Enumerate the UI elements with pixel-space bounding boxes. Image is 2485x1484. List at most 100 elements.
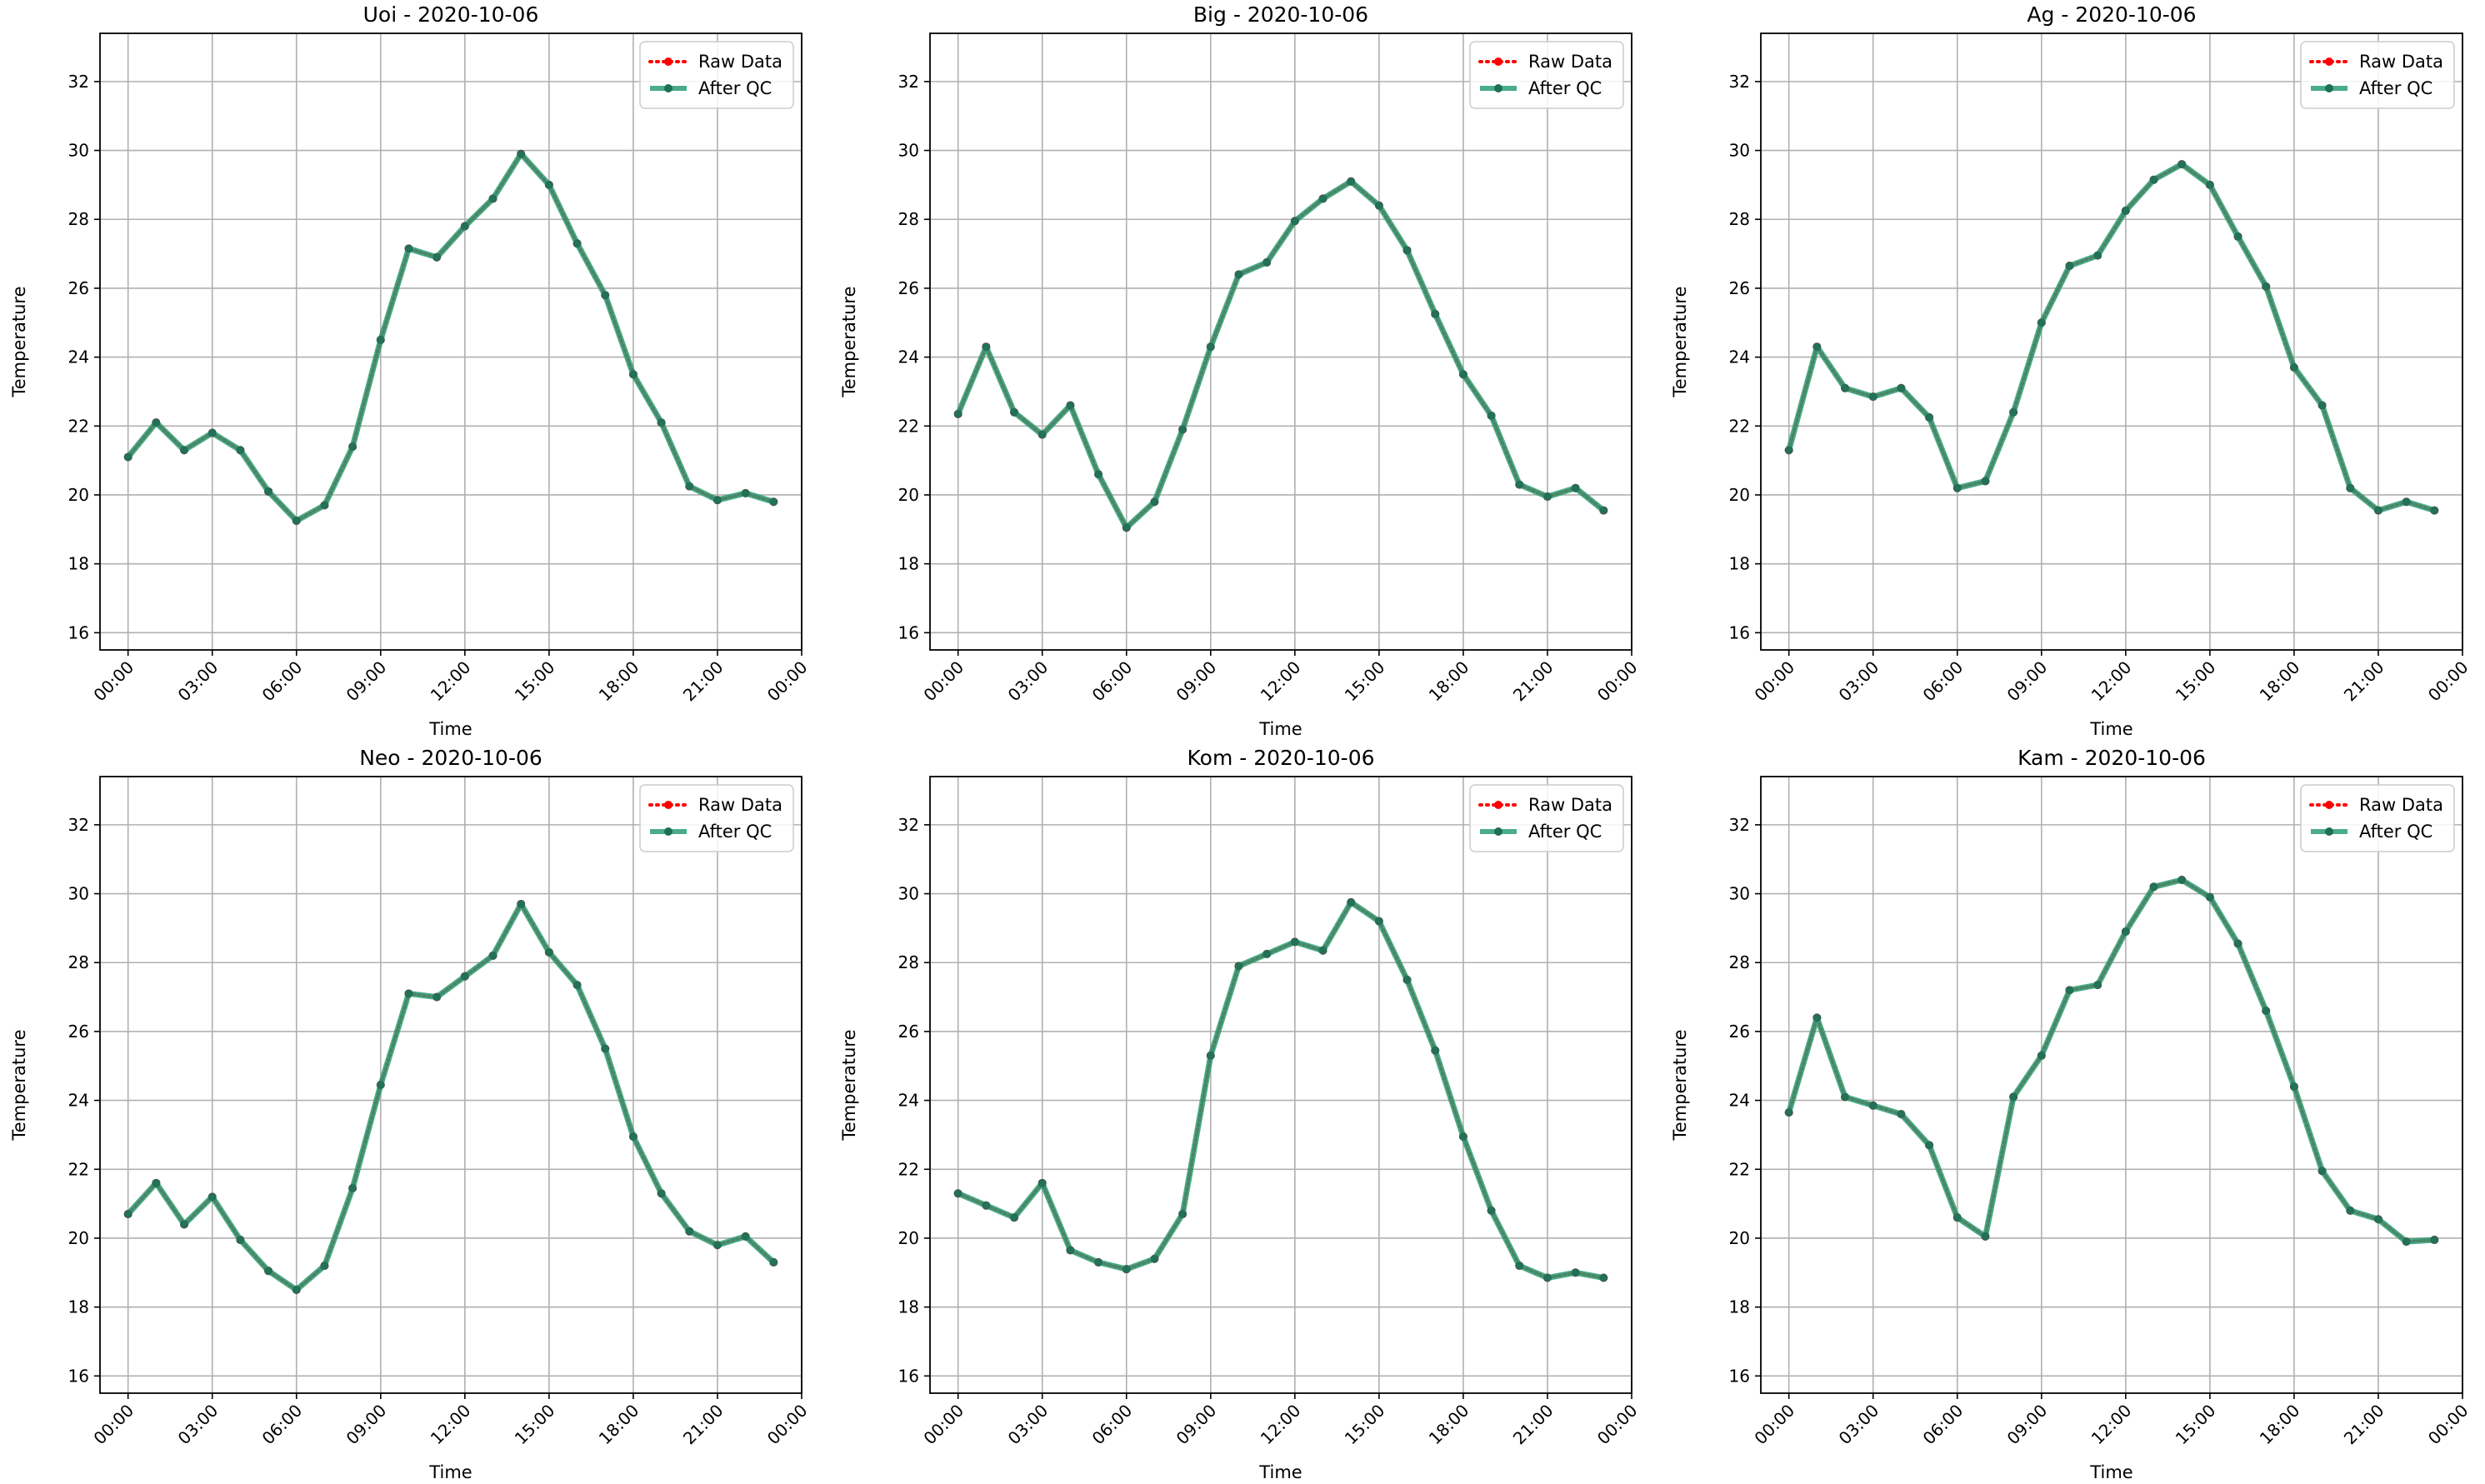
y-tick-label: 20 — [898, 1228, 919, 1248]
data-point-after-qc — [1290, 217, 1299, 226]
data-point-after-qc — [2037, 1051, 2046, 1060]
legend-label-raw-data: Raw Data — [2359, 52, 2443, 72]
legend-marker-raw-data — [664, 801, 672, 809]
data-point-after-qc — [1150, 497, 1159, 507]
legend-box — [639, 41, 794, 109]
y-axis-label: Temperature — [1670, 286, 1690, 397]
y-tick-label: 20 — [68, 485, 89, 505]
series-line-after-qc — [125, 901, 777, 1293]
plot-area — [930, 33, 1632, 650]
data-point-after-qc — [1868, 392, 1878, 402]
data-point-after-qc — [1262, 949, 1272, 958]
plot-frame — [929, 776, 1632, 1394]
data-point-after-qc — [1458, 370, 1468, 379]
data-point-after-qc — [2121, 927, 2130, 937]
y-tick-label: 22 — [68, 416, 89, 436]
data-point-after-qc — [685, 1227, 694, 1236]
data-point-after-qc — [2149, 882, 2158, 892]
data-point-after-qc — [2093, 251, 2102, 260]
data-point-after-qc — [712, 496, 722, 505]
data-point-after-qc — [1458, 1132, 1468, 1142]
legend-marker-raw-data — [1494, 801, 1502, 809]
data-point-after-qc — [1122, 1265, 1131, 1274]
panel-title: Kam - 2020-10-06 — [2018, 746, 2206, 770]
data-point-after-qc — [1784, 446, 1793, 455]
data-point-after-qc — [1542, 492, 1552, 502]
panel-title: Uoi - 2020-10-06 — [363, 2, 539, 27]
data-point-after-qc — [152, 1178, 161, 1187]
y-tick-label: 30 — [898, 141, 919, 161]
y-tick-label: 32 — [68, 815, 89, 835]
data-point-after-qc — [404, 989, 413, 998]
data-point-after-qc — [1178, 1210, 1188, 1219]
y-tick-label: 30 — [1729, 884, 1750, 904]
y-tick-label: 18 — [898, 1297, 919, 1317]
data-point-after-qc — [488, 194, 498, 203]
plot-frame — [99, 776, 802, 1394]
legend-label-after-qc: After QC — [1528, 822, 1602, 842]
y-axis-label: Temperature — [839, 1029, 859, 1141]
data-point-after-qc — [123, 452, 132, 462]
data-point-after-qc — [2149, 175, 2158, 184]
data-point-after-qc — [1094, 470, 1103, 479]
data-point-after-qc — [2346, 483, 2355, 492]
data-point-after-qc — [1431, 309, 1440, 318]
data-point-after-qc — [1234, 270, 1243, 279]
data-point-after-qc — [1347, 177, 1356, 186]
data-point-after-qc — [1897, 1110, 1906, 1119]
y-tick-label: 32 — [898, 72, 919, 92]
data-point-after-qc — [1066, 1246, 1075, 1255]
plot-area — [100, 33, 802, 650]
legend-marker-raw-data — [664, 57, 672, 66]
y-tick-label: 22 — [1729, 416, 1750, 436]
y-tick-label: 28 — [898, 209, 919, 229]
legend-box — [2300, 41, 2455, 109]
plot-area — [100, 777, 802, 1393]
y-tick-label: 28 — [1729, 209, 1750, 229]
y-tick-label: 18 — [68, 554, 89, 574]
legend-marker-after-qc — [664, 84, 672, 92]
data-point-after-qc — [2178, 160, 2187, 169]
data-point-after-qc — [1038, 1178, 1047, 1187]
x-axis-label: Time — [1258, 1462, 1302, 1482]
data-point-after-qc — [1515, 480, 1524, 489]
legend-marker-raw-data — [2325, 801, 2333, 809]
data-point-after-qc — [432, 252, 442, 262]
y-tick-label: 16 — [68, 622, 89, 642]
legend-label-after-qc: After QC — [698, 822, 772, 842]
data-point-after-qc — [2009, 407, 2018, 417]
data-point-after-qc — [2318, 401, 2327, 410]
data-point-after-qc — [1066, 401, 1075, 410]
y-tick-label: 22 — [898, 1159, 919, 1179]
x-axis-label: Time — [2089, 719, 2132, 739]
data-point-after-qc — [1347, 897, 1356, 907]
x-axis-label: Time — [428, 1462, 472, 1482]
y-tick-label: 26 — [68, 278, 89, 298]
y-tick-label: 30 — [898, 884, 919, 904]
data-point-after-qc — [1206, 342, 1215, 352]
data-point-after-qc — [1206, 1051, 1215, 1060]
data-point-after-qc — [517, 899, 526, 908]
data-point-after-qc — [460, 972, 469, 981]
data-point-after-qc — [1868, 1101, 1878, 1110]
plot-frame — [99, 32, 802, 651]
data-point-after-qc — [2205, 180, 2214, 189]
data-point-after-qc — [517, 149, 526, 158]
data-point-after-qc — [1431, 1046, 1440, 1055]
series-line-after-qc — [1786, 877, 2438, 1245]
data-point-after-qc — [601, 291, 610, 300]
x-axis-label: Time — [428, 719, 472, 739]
y-axis-label: Temperature — [9, 1029, 29, 1141]
data-point-after-qc — [292, 516, 301, 525]
data-point-after-qc — [1318, 194, 1328, 203]
data-point-after-qc — [2065, 986, 2074, 995]
data-point-after-qc — [769, 497, 778, 507]
y-tick-label: 24 — [68, 1091, 89, 1111]
y-tick-label: 20 — [898, 485, 919, 505]
legend-label-raw-data: Raw Data — [1528, 795, 1612, 815]
data-point-after-qc — [572, 239, 582, 248]
